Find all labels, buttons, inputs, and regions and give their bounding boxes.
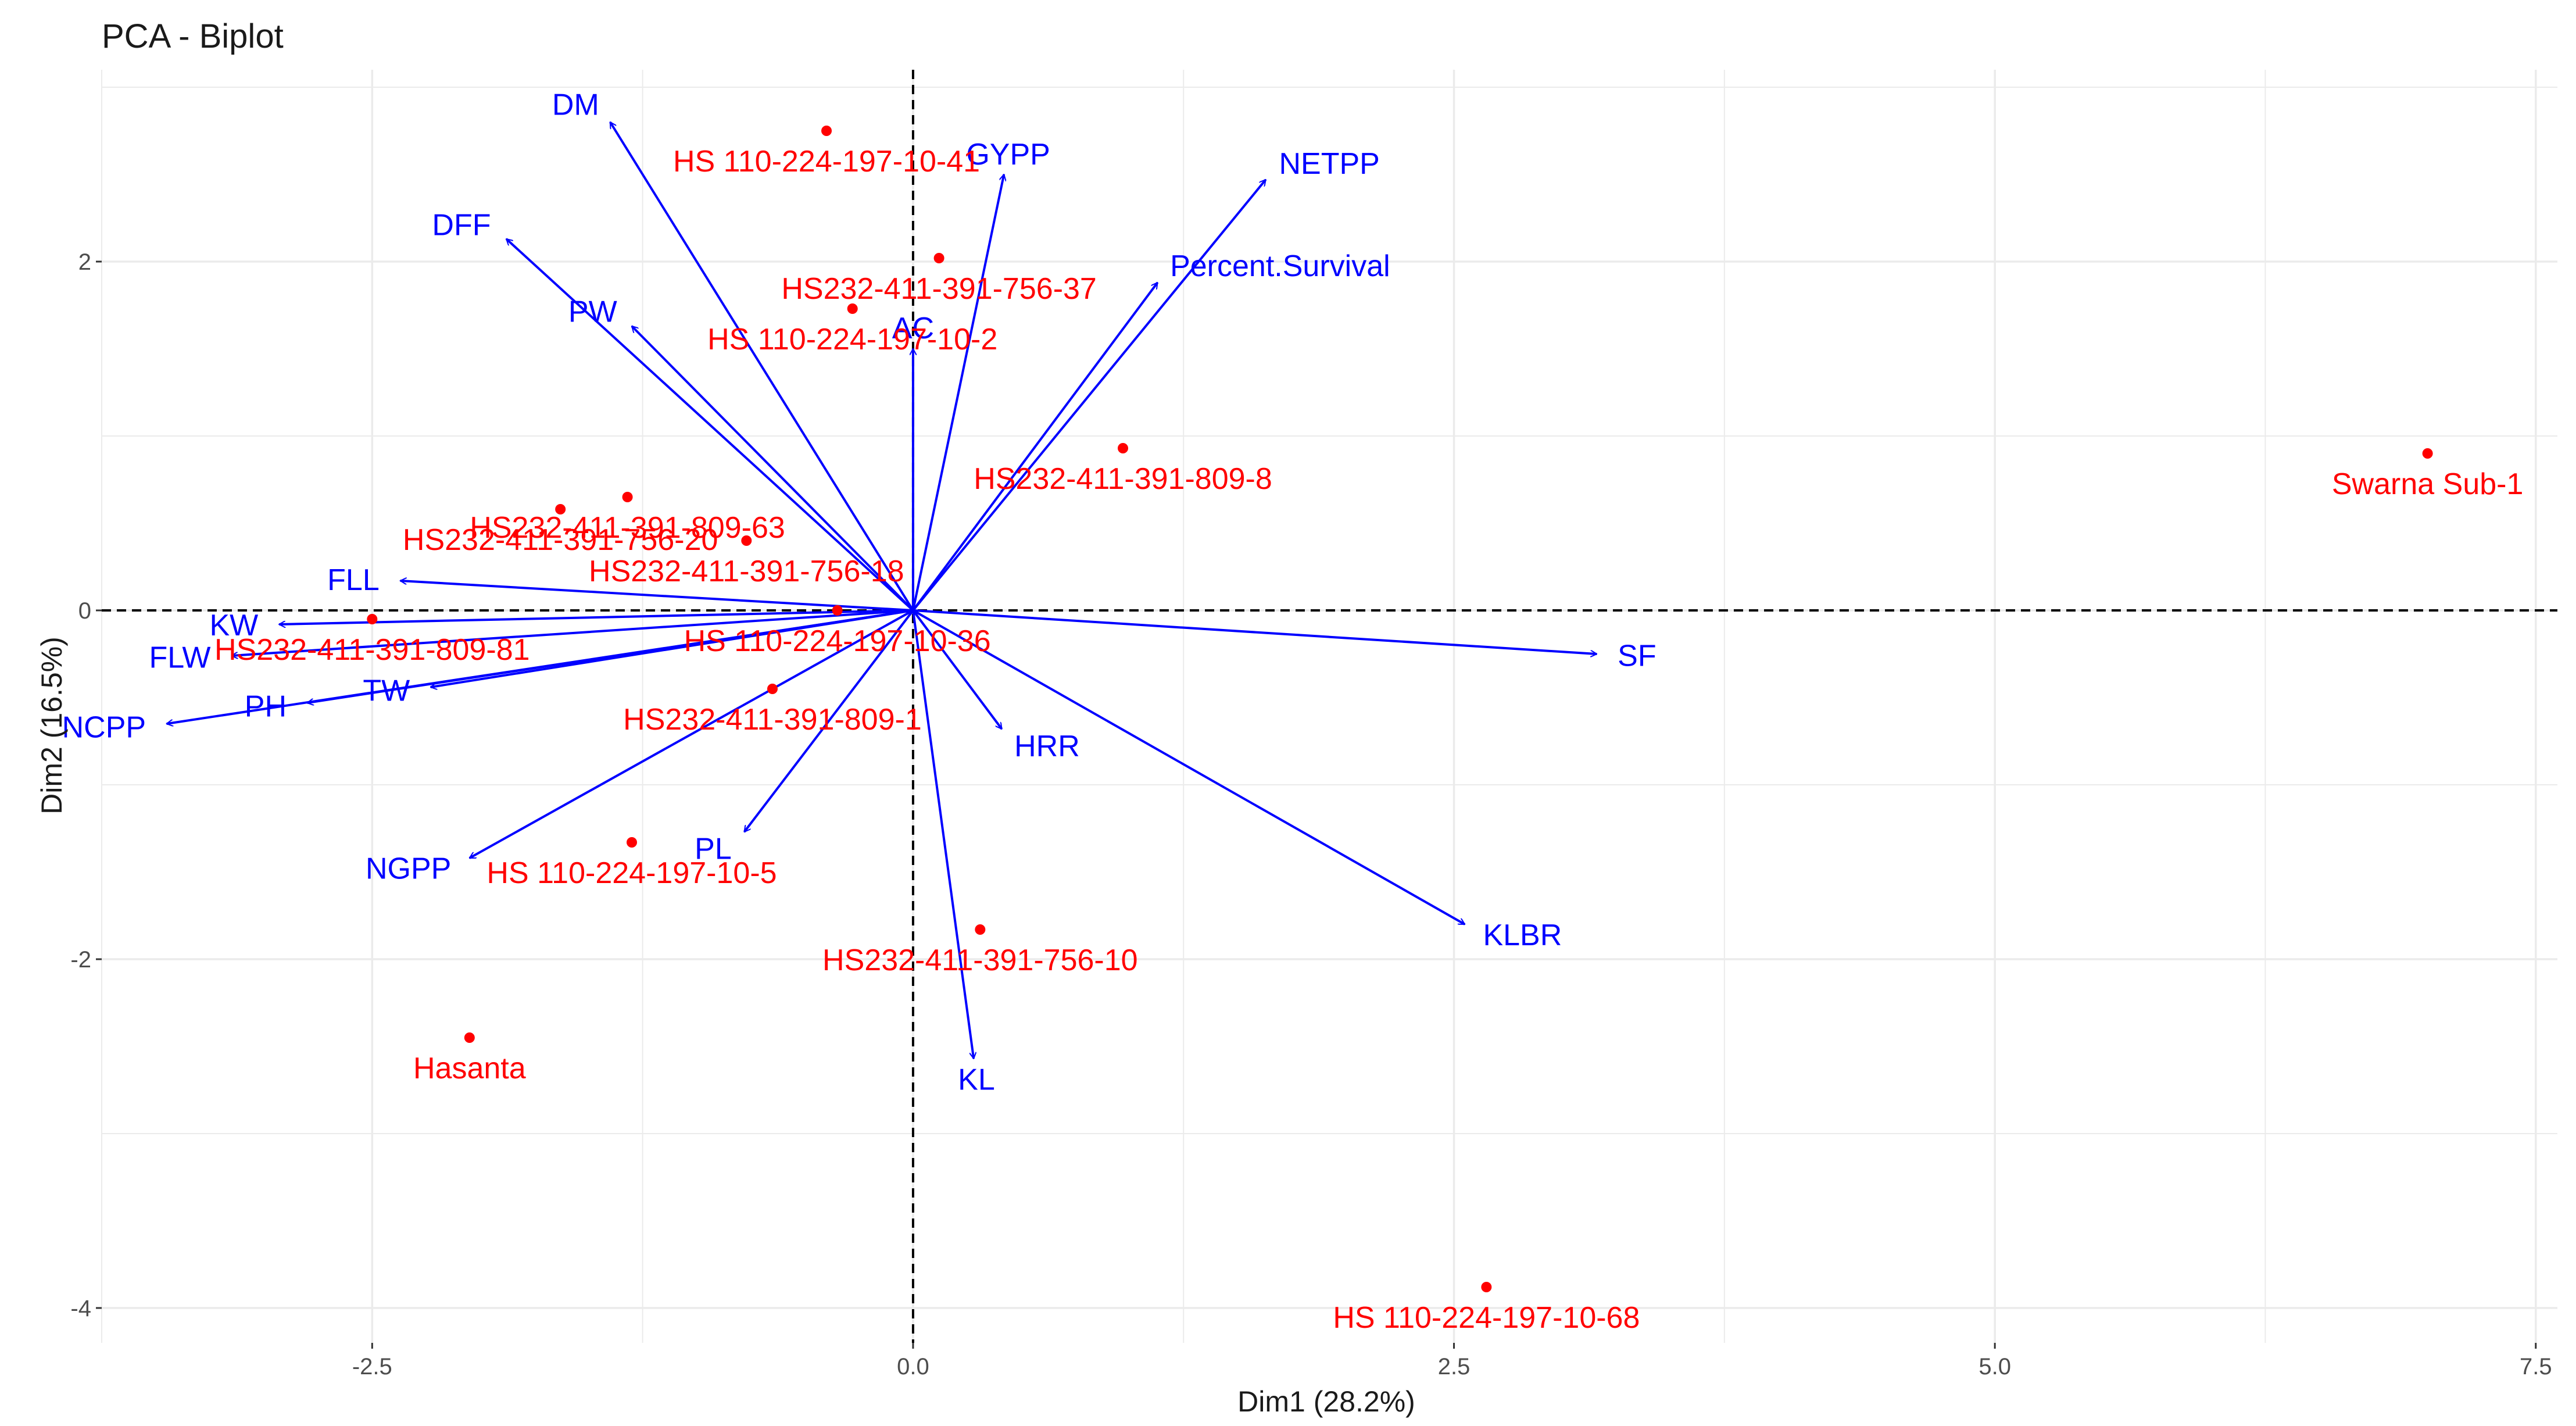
variable-label: Percent.Survival	[1170, 249, 1390, 283]
variable-arrow	[912, 609, 1003, 729]
variable-label: PW	[568, 295, 617, 328]
individual-label: Hasanta	[413, 1052, 526, 1085]
individual-label: HS232-411-391-756-10	[822, 943, 1138, 977]
individual-label: HS232-411-391-756-18	[589, 555, 904, 588]
variable-label: KLBR	[1483, 918, 1562, 952]
chart-title: PCA - Biplot	[102, 17, 284, 55]
variable-label: NETPP	[1279, 147, 1379, 181]
x-tick-label: 7.5	[2520, 1354, 2552, 1379]
individual-label: HS232-411-391-756-20	[403, 523, 718, 557]
individual-point	[555, 504, 566, 514]
x-axis-label: Dim1 (28.2%)	[1237, 1385, 1415, 1418]
individual-point	[832, 605, 843, 616]
variable-arrows: DM DFF PW AC GYPP NETPP Percent.Survival FLL KWF…	[62, 88, 1656, 1096]
x-tick-label: 5.0	[1978, 1354, 2011, 1379]
individual-label: HS232-411-391-809-81	[214, 633, 530, 667]
individual-point	[1481, 1282, 1492, 1292]
variable-label: AC	[892, 312, 934, 345]
individual-point	[741, 535, 752, 546]
individual-label: HS232-411-391-756-37	[781, 272, 1097, 306]
x-tick-label: -2.5	[352, 1354, 392, 1379]
variable-arrow	[167, 609, 914, 724]
variable-label: FLW	[149, 641, 211, 674]
individual-label: HS 110-224-197-10-36	[684, 624, 991, 658]
variable-label: KW	[209, 609, 258, 642]
individual-point	[2422, 448, 2433, 459]
x-tick-label: 2.5	[1438, 1354, 1471, 1379]
variable-label: NGPP	[366, 852, 451, 886]
variable-arrow	[400, 581, 914, 612]
individual-point	[627, 837, 638, 848]
individual-point	[1118, 443, 1129, 453]
variable-arrow	[279, 609, 913, 624]
y-tick-label: -2	[70, 947, 91, 973]
variable-label: HRR	[1014, 730, 1080, 763]
individual-point	[464, 1032, 475, 1043]
individual-label: HS 110-224-197-10-5	[486, 856, 777, 890]
variable-arrow	[912, 609, 1465, 925]
variable-label: SF	[1618, 639, 1656, 673]
individual-points: HS 110-224-197-10-41 HS232-411-391-756-37…	[214, 126, 2523, 1335]
individual-label: HS 110-224-197-10-68	[1333, 1301, 1640, 1335]
variable-arrow	[506, 238, 914, 612]
y-axis-label: Dim2 (16.5%)	[35, 637, 68, 814]
variable-arrow	[609, 122, 914, 612]
variable-label: DFF	[432, 209, 491, 242]
variable-arrow	[911, 174, 1004, 611]
y-tick-label: 2	[78, 249, 91, 275]
y-tick-label: -4	[70, 1296, 91, 1321]
individual-point	[367, 614, 378, 624]
variable-arrow	[912, 180, 1267, 612]
axis-ticks: -2.5 0.0 2.5 5.0 7.5 -4 -2 0 2	[70, 249, 2552, 1379]
variable-label: KL	[958, 1063, 995, 1097]
y-tick-label: 0	[78, 598, 91, 624]
individual-point	[767, 684, 778, 694]
individual-label: HS232-411-391-809-8	[974, 462, 1272, 496]
variable-label: DM	[552, 88, 599, 121]
individual-point	[975, 924, 986, 935]
variable-arrow	[743, 609, 914, 832]
reference-lines	[102, 70, 2557, 1343]
variable-label: FLL	[327, 563, 380, 597]
individual-label: HS232-411-391-809-1	[623, 703, 922, 737]
individual-point	[821, 126, 832, 136]
individual-label: HS 110-224-197-10-2	[707, 323, 997, 356]
variable-arrow	[632, 326, 914, 612]
individual-label: HS 110-224-197-10-41	[673, 145, 980, 178]
variable-arrow	[911, 610, 974, 1059]
variable-arrow	[470, 609, 914, 859]
variable-arrow	[912, 283, 1159, 612]
individual-point	[622, 492, 633, 502]
individual-label: Swarna Sub-1	[2332, 467, 2524, 501]
individual-label: HS232-411-391-809-63	[470, 511, 785, 545]
individual-point	[933, 253, 944, 263]
x-tick-label: 0.0	[897, 1354, 929, 1379]
variable-label: PL	[695, 832, 732, 866]
variable-label: NCPP	[62, 710, 146, 744]
variable-arrow	[231, 609, 914, 656]
individual-point	[847, 303, 858, 314]
variable-label: GYPP	[966, 138, 1050, 171]
variable-arrow	[913, 609, 1597, 654]
